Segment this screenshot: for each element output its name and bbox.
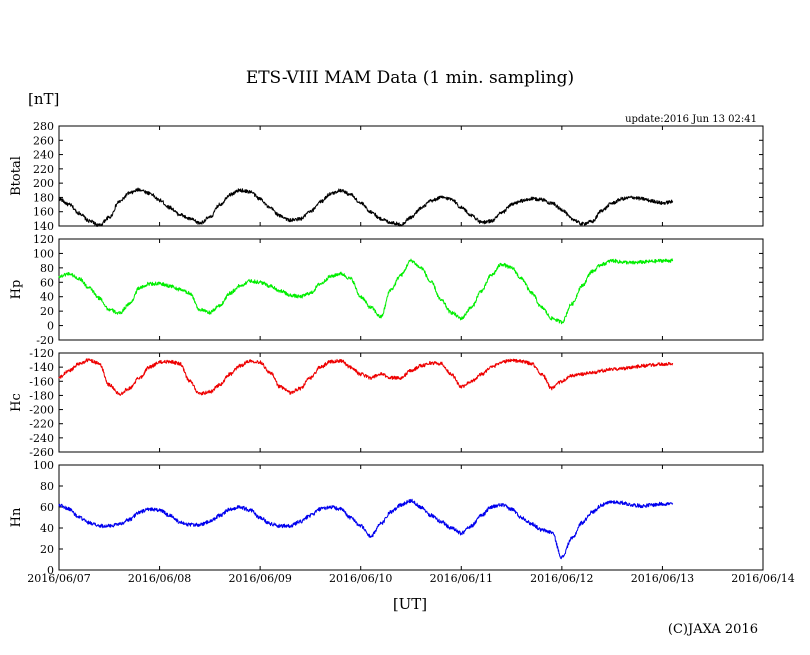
y-tick-label: -220 bbox=[29, 418, 54, 431]
y-tick-label: 60 bbox=[40, 501, 54, 514]
series-line-hp bbox=[58, 258, 673, 325]
y-tick-label: -180 bbox=[29, 389, 54, 402]
y-axis-label-hn: Hn bbox=[9, 507, 24, 527]
x-tick-label: 2016/06/11 bbox=[430, 572, 493, 585]
y-axis-label-hp: Hp bbox=[9, 280, 24, 300]
x-tick-label: 2016/06/13 bbox=[631, 572, 694, 585]
y-tick-label: 20 bbox=[40, 305, 54, 318]
y-tick-label: -140 bbox=[29, 361, 54, 374]
y-tick-label: 100 bbox=[33, 459, 54, 472]
chart-title: ETS-VIII MAM Data (1 min. sampling) bbox=[246, 68, 574, 88]
update-label: update:2016 Jun 13 02:41 bbox=[625, 114, 757, 125]
y-tick-label: 0 bbox=[47, 564, 54, 577]
series-line-hn bbox=[58, 498, 673, 560]
panels-group: 140160180200220240260280Btotal-200204060… bbox=[9, 120, 764, 577]
y-axis-label-btotal: Btotal bbox=[9, 156, 24, 196]
x-tick-label: 2016/06/12 bbox=[530, 572, 593, 585]
panel-frame bbox=[58, 125, 764, 227]
y-axis-label-hc: Hc bbox=[9, 393, 24, 412]
y-tick-label: 240 bbox=[33, 149, 54, 162]
y-tick-label: 220 bbox=[33, 163, 54, 176]
y-tick-label: -260 bbox=[29, 446, 54, 459]
y-tick-label: 100 bbox=[33, 247, 54, 260]
x-tick-label: 2016/06/10 bbox=[329, 572, 392, 585]
y-tick-label: 20 bbox=[40, 543, 54, 556]
x-tick-label: 2016/06/09 bbox=[228, 572, 291, 585]
series-line-hc bbox=[58, 358, 673, 396]
y-tick-label: -20 bbox=[36, 334, 54, 347]
x-axis: 2016/06/07 2016/06/08 2016/06/09 2016/06/10… bbox=[27, 572, 794, 585]
y-tick-label: 140 bbox=[33, 220, 54, 233]
panel-frame bbox=[58, 238, 764, 341]
y-tick-label: 40 bbox=[40, 291, 54, 304]
y-tick-label: 60 bbox=[40, 276, 54, 289]
panel-frame bbox=[58, 464, 764, 571]
y-tick-label: 160 bbox=[33, 206, 54, 219]
copyright-label: (C)JAXA 2016 bbox=[668, 622, 758, 637]
y-tick-label: 180 bbox=[33, 191, 54, 204]
y-tick-label: 200 bbox=[33, 177, 54, 190]
series-points-hp bbox=[58, 260, 674, 323]
series-line-btotal bbox=[58, 187, 673, 227]
y-tick-label: 80 bbox=[40, 262, 54, 275]
x-tick-label: 2016/06/07 bbox=[27, 572, 90, 585]
y-tick-label: 260 bbox=[33, 134, 54, 147]
panel-hn: 0 20 40 60 80 100 Hn bbox=[9, 459, 764, 577]
panel-hc: -260-240-220-200 -180-160-140-120 Hc bbox=[9, 347, 764, 459]
y-tick-label: 120 bbox=[33, 233, 54, 246]
y-tick-label: -120 bbox=[29, 347, 54, 360]
x-axis-label: [UT] bbox=[393, 595, 427, 613]
x-tick-label: 2016/06/14 bbox=[731, 572, 794, 585]
y-tick-label: -200 bbox=[29, 404, 54, 417]
unit-label: [nT] bbox=[28, 90, 59, 108]
y-tick-label: -240 bbox=[29, 432, 54, 445]
y-tick-label: 280 bbox=[33, 120, 54, 133]
x-tick-label: 2016/06/08 bbox=[128, 572, 191, 585]
series-points-hc bbox=[58, 359, 674, 395]
y-tick-label: 40 bbox=[40, 522, 54, 535]
panel-frame bbox=[58, 352, 764, 453]
y-tick-label: 0 bbox=[47, 320, 54, 333]
y-tick-label: 80 bbox=[40, 480, 54, 493]
y-tick-label: -160 bbox=[29, 375, 54, 388]
